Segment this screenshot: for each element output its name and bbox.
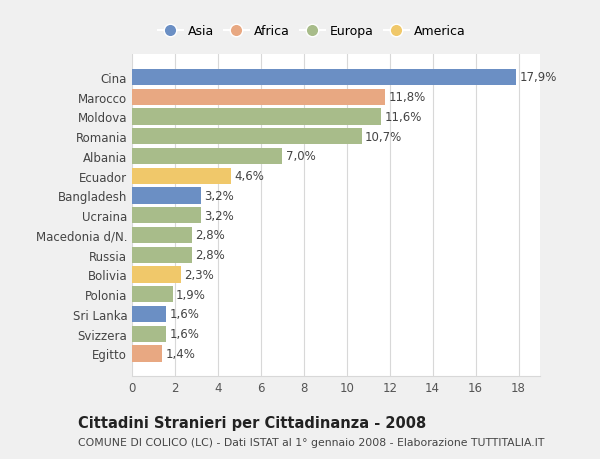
Text: 1,9%: 1,9% — [176, 288, 206, 301]
Text: 1,4%: 1,4% — [165, 347, 195, 360]
Bar — [132, 346, 162, 362]
Bar — [132, 286, 173, 302]
Bar — [132, 168, 231, 185]
Text: 4,6%: 4,6% — [234, 170, 264, 183]
Bar — [132, 109, 381, 125]
Bar — [132, 247, 192, 263]
Text: 11,6%: 11,6% — [385, 111, 422, 123]
Text: 1,6%: 1,6% — [170, 328, 199, 341]
Text: 2,8%: 2,8% — [196, 229, 225, 242]
Text: 17,9%: 17,9% — [520, 71, 557, 84]
Legend: Asia, Africa, Europa, America: Asia, Africa, Europa, America — [155, 23, 468, 41]
Bar — [132, 207, 201, 224]
Bar — [132, 70, 517, 86]
Text: Cittadini Stranieri per Cittadinanza - 2008: Cittadini Stranieri per Cittadinanza - 2… — [78, 415, 426, 431]
Bar — [132, 90, 385, 106]
Bar — [132, 149, 283, 165]
Bar — [132, 129, 362, 145]
Text: 10,7%: 10,7% — [365, 130, 402, 143]
Bar — [132, 267, 181, 283]
Text: 7,0%: 7,0% — [286, 150, 315, 163]
Text: 2,8%: 2,8% — [196, 249, 225, 262]
Text: 1,6%: 1,6% — [170, 308, 199, 321]
Bar — [132, 326, 166, 342]
Text: 11,8%: 11,8% — [389, 91, 426, 104]
Text: 3,2%: 3,2% — [204, 190, 233, 202]
Bar — [132, 227, 192, 244]
Text: COMUNE DI COLICO (LC) - Dati ISTAT al 1° gennaio 2008 - Elaborazione TUTTITALIA.: COMUNE DI COLICO (LC) - Dati ISTAT al 1°… — [78, 437, 544, 447]
Bar — [132, 188, 201, 204]
Bar — [132, 306, 166, 322]
Text: 2,3%: 2,3% — [185, 269, 214, 281]
Text: 3,2%: 3,2% — [204, 209, 233, 222]
